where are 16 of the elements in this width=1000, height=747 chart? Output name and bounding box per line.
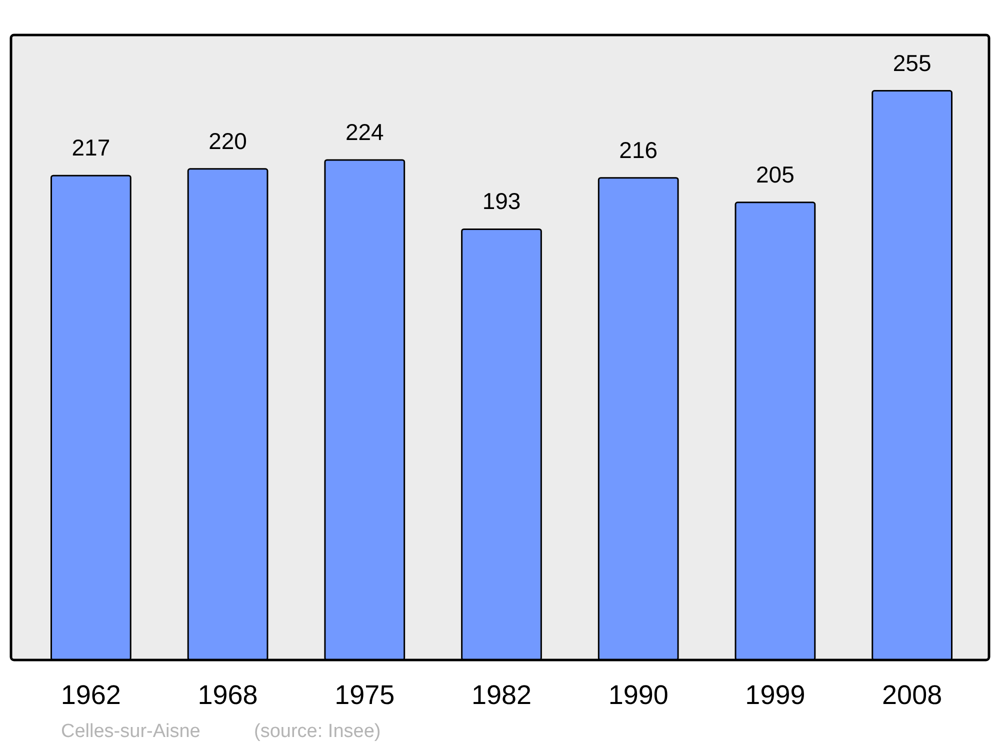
data-label: 205 (756, 161, 794, 188)
data-label: 217 (72, 134, 110, 161)
data-label: 255 (892, 50, 932, 76)
x-tick-label: 1982 (471, 680, 532, 710)
text: Celles-sur-Aisne (61, 721, 200, 742)
data-label: 193 (482, 188, 521, 214)
x-tick-label: 1990 (608, 680, 668, 710)
x-tick-label: 1968 (198, 680, 258, 710)
data-label: 220 (208, 128, 247, 154)
data-label: 224 (345, 119, 384, 145)
text: (source: Insee) (254, 721, 381, 742)
data-label: 216 (619, 136, 658, 163)
x-tick-label: 1999 (745, 680, 806, 710)
x-tick-label: 1962 (60, 680, 121, 710)
x-tick-label: 1975 (334, 680, 395, 710)
x-tick-label: 2008 (882, 680, 942, 710)
